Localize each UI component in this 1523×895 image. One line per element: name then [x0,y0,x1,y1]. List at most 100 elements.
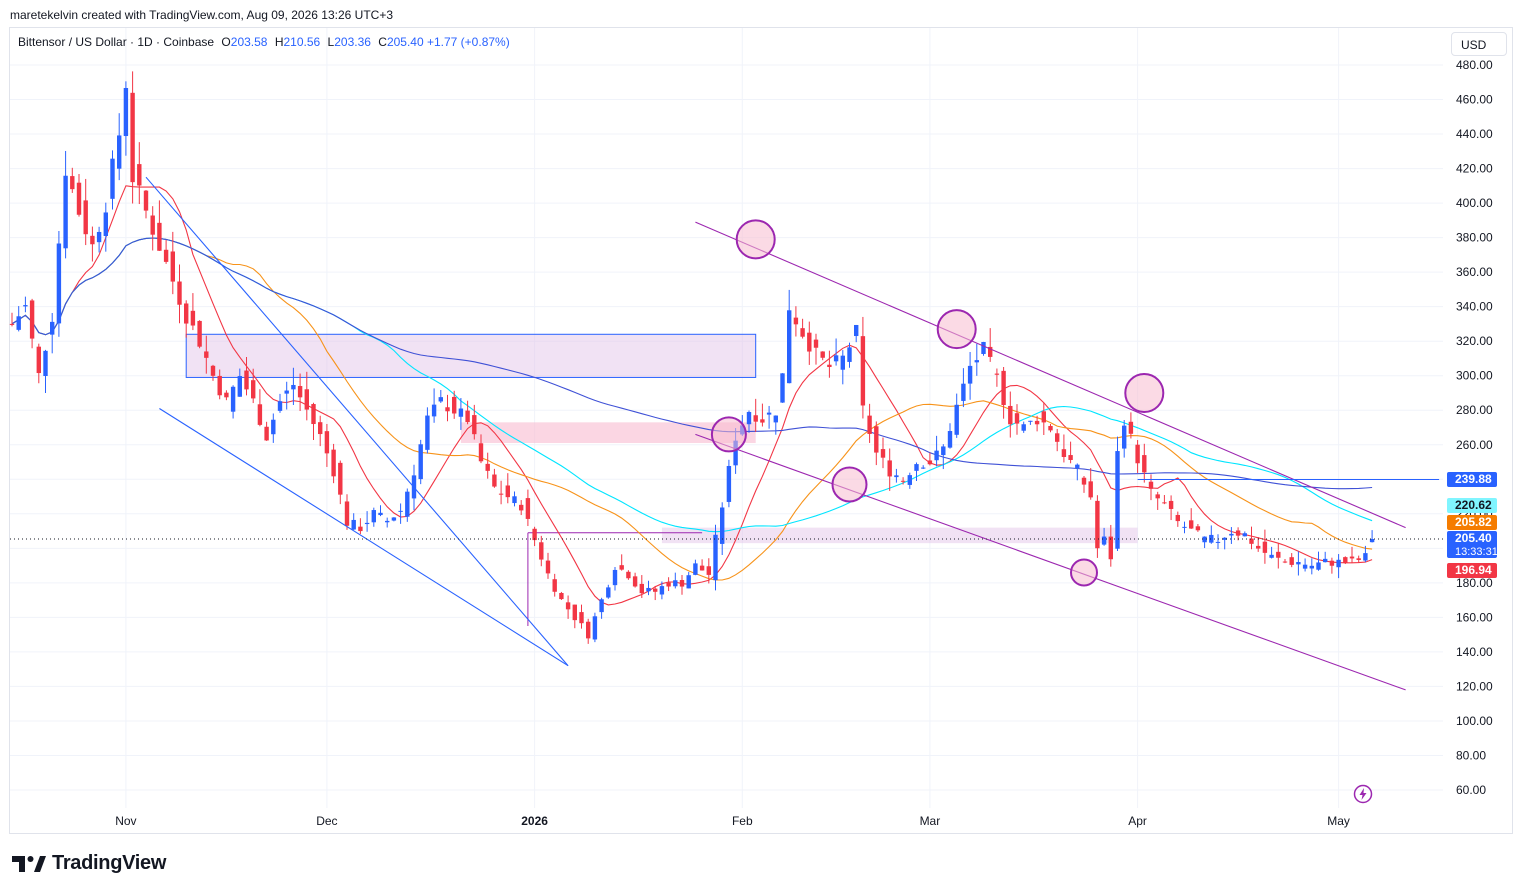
demand-zone-box [460,422,756,444]
lightning-icon[interactable] [1353,784,1373,804]
candle-body [1014,413,1020,424]
price-tick-label: 440.00 [1456,127,1493,141]
candle-body [16,316,21,330]
price-tick-label: 340.00 [1456,300,1493,314]
symbol-legend: Bittensor / US Dollar · 1D · Coinbase O2… [18,35,510,49]
price-tick-label: 460.00 [1456,93,1493,107]
candle-body [1075,464,1080,469]
candle-body [994,373,1000,375]
candle-body [867,415,872,434]
candle-body [237,376,242,397]
open-value: 203.58 [230,35,268,49]
candle-body [364,522,370,525]
time-tick-label: Feb [732,814,753,828]
candle-body [1302,564,1308,569]
candle-body [472,415,477,435]
candle-body [465,410,470,423]
candle-body [70,176,75,190]
candle-body [532,528,537,541]
candle-body [1055,433,1060,442]
symbol-name: Bittensor / US Dollar · 1D · Coinbase [18,35,215,49]
candle-body [398,510,403,512]
candle-body [679,580,685,587]
candle-body [190,310,196,326]
candle-body [1028,420,1033,422]
candle-body [974,360,979,363]
candle-body [217,375,222,396]
candle-body [1349,556,1355,559]
candle-body [371,510,376,523]
candle-body [9,323,15,325]
candle-body [405,491,410,517]
candle-body [914,464,919,471]
candle-body [1282,561,1288,563]
zones [185,333,1138,627]
candle-body [1021,424,1026,431]
candle-body [318,422,323,435]
candle-body [894,475,899,478]
currency-button[interactable]: USD [1451,32,1507,56]
candle-body [887,460,892,477]
pivot-circle [1124,372,1165,413]
candle-body [170,251,175,282]
candle-body [807,332,812,352]
pivot-circle [735,219,776,260]
candle-body [143,190,149,211]
candle-body [1289,557,1294,565]
candle-body [726,465,732,502]
candle-body [693,563,698,575]
candle-body [83,200,88,235]
candle-body [746,411,752,425]
candle-body [1148,481,1154,489]
time-axis: NovDec2026FebMarAprMayJunJulAug [115,814,1350,828]
candle-body [485,463,490,471]
price-label-tag [1447,472,1497,487]
candle-body [840,355,845,370]
wedge-upper-line [145,176,569,667]
candle-body [23,305,28,307]
candle-body [1269,554,1274,558]
time-tick-label: Dec [316,814,337,828]
candle-body [1242,533,1247,537]
close-label: C [378,35,387,49]
candle-body [1296,562,1301,565]
candle-body [854,324,859,337]
drawings [10,176,1443,691]
tradingview-logo: TradingView [12,852,166,875]
candle-body [378,512,383,516]
price-tick-label: 120.00 [1456,679,1493,693]
candle-body [606,587,611,598]
candle-body [1215,541,1221,543]
candle-body [847,347,852,362]
candle-body [780,373,785,403]
candle-body [458,408,464,417]
candle-body [1323,558,1328,563]
price-label-value: 205.82 [1455,515,1492,529]
candle-body [438,397,443,402]
candle-body [760,419,765,423]
candle-body [659,586,665,595]
candle-body [1316,562,1321,570]
candle-body [1115,451,1120,549]
low-label: L [327,35,335,49]
candle-body [1222,537,1227,540]
candle-body [1041,411,1046,423]
open-label: O [221,35,231,49]
candle-body [150,215,155,235]
candle-body [123,88,129,137]
price-label-value: 205.40 [1455,531,1492,545]
candle-body [599,599,604,613]
candle-body [787,310,792,384]
candle-body [391,517,397,521]
price-tick-label: 380.00 [1456,231,1493,245]
candle-body [56,243,62,324]
candle-body [947,431,953,448]
candle-body [1363,553,1368,561]
candle-body [251,380,256,399]
candle-body [1095,500,1100,549]
candle-body [264,426,269,441]
candle-body [358,526,363,532]
candle-body [673,580,678,587]
candle-body [579,612,584,624]
